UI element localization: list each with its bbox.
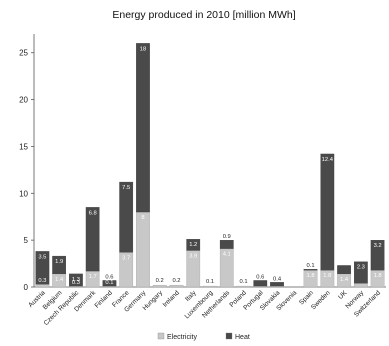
data-label-electricity: 3.7 [122,255,130,261]
legend-label: Heat [235,334,250,341]
legend: Electricity Heat [157,332,250,341]
y-tick-label: 20 [19,96,28,105]
bar-heat [136,43,150,213]
bar-heat [35,251,50,285]
data-label-electricity: 0.2 [172,278,180,284]
y-tick-label: 0 [24,283,29,292]
data-label-electricity: 0.3 [38,278,46,284]
data-label-electricity: 1.8 [374,273,382,279]
legend-label: Electricity [167,334,197,341]
data-label-heat: 6.8 [89,210,97,216]
bar-heat [119,181,134,253]
bar-heat [69,273,83,287]
bar-heat [102,280,117,287]
bar-electricity [136,211,150,288]
data-label-heat: 0.1 [307,263,315,269]
y-axis: 0 5 10 15 20 25 [19,34,35,292]
bar-heat [370,239,385,271]
data-label-heat: 1.2 [189,242,197,248]
x-category-label: Italy [184,289,198,303]
data-label-heat: 12.4 [322,157,334,163]
bar-electricity [203,285,217,288]
data-label-electricity: 1.4 [340,277,349,283]
bar-electricity [169,284,184,288]
data-label-heat: 0.4 [273,276,282,282]
legend-swatch [157,332,165,340]
data-label-electricity: 3.9 [189,253,197,259]
bar-heat [253,280,268,287]
data-label-heat: 1.9 [55,259,63,265]
data-label-electricity: 0.2 [156,278,164,284]
bar-heat [85,207,100,272]
y-tick-label: 5 [24,236,29,245]
legend-swatch [225,332,233,340]
y-tick-label: 10 [19,189,28,198]
data-label-heat: 0.6 [105,274,113,280]
data-label-electricity: 1.8 [307,273,315,279]
data-label-electricity: 8 [141,215,144,221]
x-category-label: Ireland [162,289,181,308]
bar-heat [219,239,234,249]
bar-electricity [354,283,368,288]
y-tick-label: 25 [19,49,28,58]
bar-heat [320,153,335,271]
x-category-label: UK [337,289,349,301]
data-label-heat: 2.3 [357,265,365,271]
bars: 0.33.51.41.90.31.3 1.76.80.10.63.77.58180… [35,43,385,288]
data-label-heat: 0.6 [256,274,264,280]
data-label-electricity: 0.1 [105,280,113,286]
data-label-electricity: 1.8 [323,273,331,279]
data-label-heat: 3.2 [374,243,382,249]
data-label-heat: 18 [140,46,146,52]
bar-electricity [152,284,167,288]
data-label-electricity: 4.1 [223,252,231,258]
bar-electricity [236,285,251,288]
data-label-electricity: 1.4 [55,277,64,283]
bar-heat [337,265,351,275]
bar-electricity [35,284,50,288]
bar-heat [270,282,284,287]
data-label-electricity: 0.1 [239,279,247,285]
data-label-heat: 7.5 [122,185,130,191]
chart-title: Energy produced in 2010 [million MWh] [112,9,295,21]
data-label-heat: 3.5 [38,254,46,260]
bar-heat [354,261,368,284]
data-label-heat: 1.3 [72,277,80,283]
x-category-label: Sweden [310,289,332,311]
y-tick-label: 15 [19,142,28,151]
x-category-label: Finland [94,289,114,309]
data-label-electricity: 1.7 [89,274,97,280]
data-label-electricity: 0.3 [72,280,80,286]
data-label-heat: 0.9 [223,234,231,240]
bar-heat [52,255,66,275]
bar-heat [303,269,318,271]
data-label-electricity: 0.1 [206,279,214,285]
bar-heat [186,239,201,251]
